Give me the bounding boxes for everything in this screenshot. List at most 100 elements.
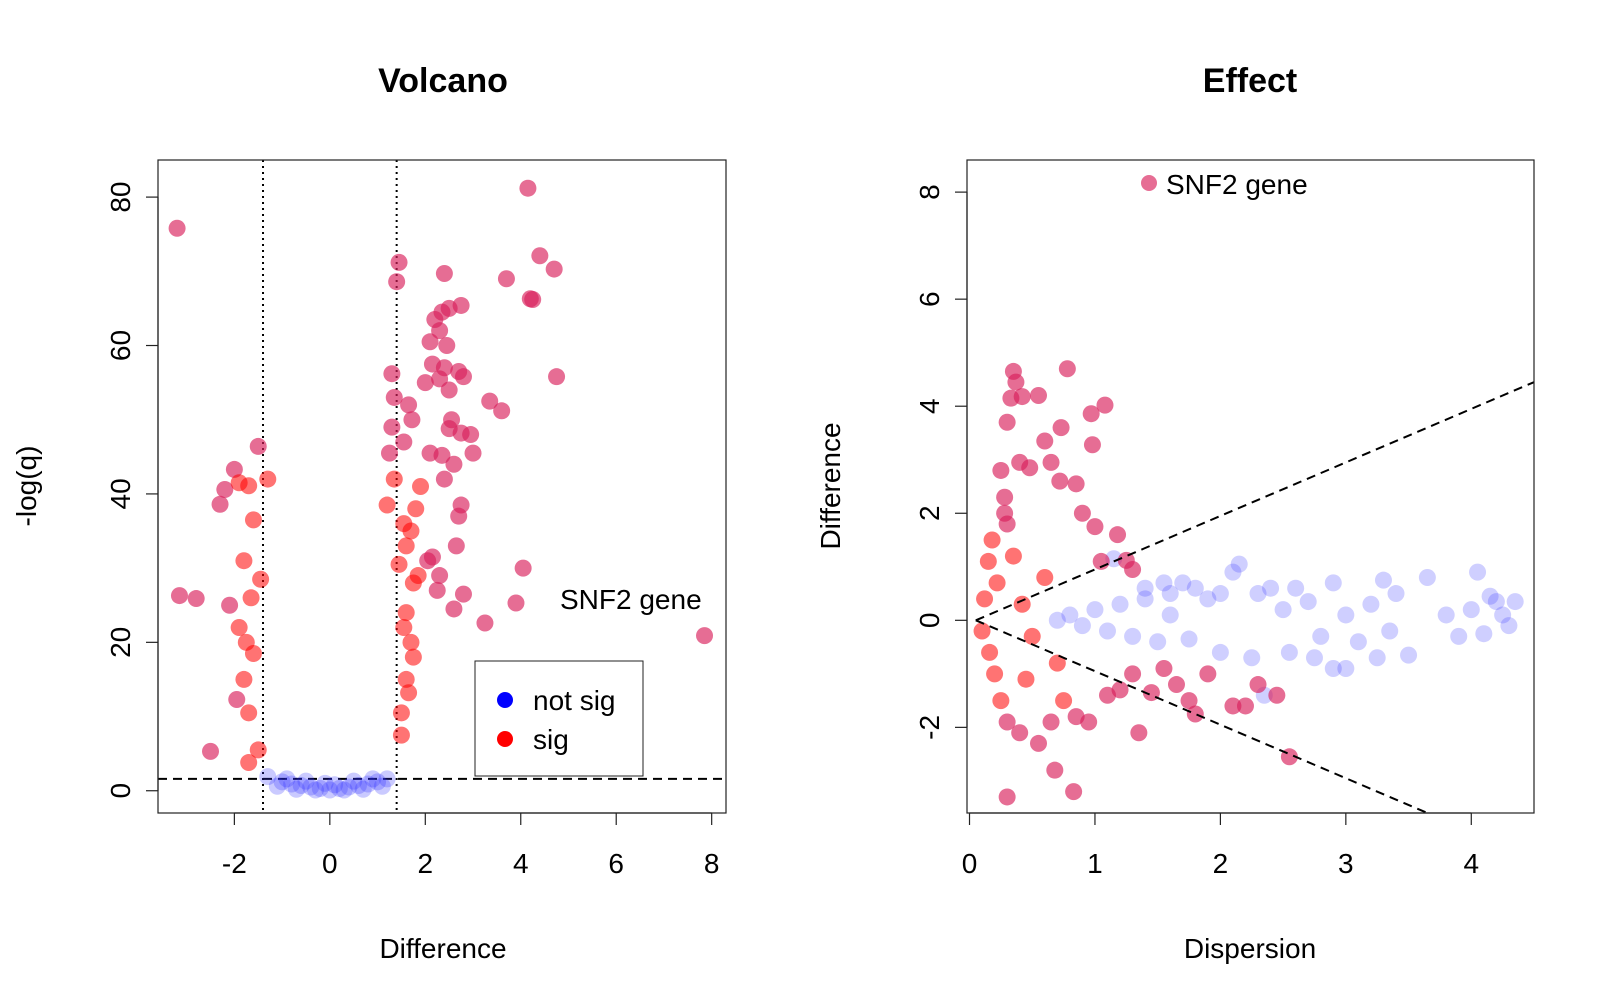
- data-point-sig: [1011, 724, 1029, 742]
- data-point-sig: [981, 643, 999, 661]
- data-point-sig: [249, 741, 267, 759]
- data-point-sig: [392, 704, 410, 722]
- data-point-sig: [514, 559, 532, 577]
- data-point-not-sig: [1481, 587, 1499, 605]
- data-point-sig: [1155, 659, 1173, 677]
- data-point-not-sig: [1287, 579, 1305, 597]
- snf2-gene-annotation: SNF2 gene: [1166, 169, 1308, 200]
- data-point-sig: [1083, 436, 1101, 454]
- data-point-sig: [390, 555, 408, 573]
- data-point-sig: [1048, 654, 1066, 672]
- data-point-not-sig: [1400, 646, 1418, 664]
- data-point-sig: [402, 633, 420, 651]
- y-tick-label: 4: [914, 398, 945, 414]
- data-point-not-sig: [302, 778, 320, 796]
- x-tick-label: 2: [418, 848, 434, 879]
- data-point-sig: [240, 704, 258, 722]
- x-tick-label: 3: [1338, 848, 1354, 879]
- data-point-sig: [1180, 692, 1198, 710]
- data-point-sig: [431, 370, 449, 388]
- data-point-not-sig: [1174, 574, 1192, 592]
- data-point-sig: [252, 570, 270, 588]
- data-point-not-sig: [292, 777, 310, 795]
- data-point-sig: [1055, 692, 1073, 710]
- chart-title: Effect: [1203, 62, 1297, 100]
- data-point-sig: [524, 291, 542, 309]
- x-tick-label: 8: [704, 848, 720, 879]
- data-point-sig: [1046, 761, 1064, 779]
- data-point-sig: [1051, 472, 1069, 490]
- data-point-not-sig: [1349, 633, 1367, 651]
- snf2-gene-annotation: SNF2 gene: [560, 584, 702, 615]
- y-axis: 0 20 40 60 80: [105, 182, 159, 799]
- x-axis: 0 1 2 3 4: [962, 812, 1479, 879]
- data-point-not-sig: [1186, 579, 1204, 597]
- y-axis: -2 0 2 4 6 8: [914, 184, 968, 740]
- data-point-sig: [1030, 734, 1048, 752]
- data-point-sig: [1067, 475, 1085, 493]
- data-point-sig: [1111, 681, 1129, 699]
- plot-area: [973, 360, 1534, 813]
- data-point-not-sig: [1136, 579, 1154, 597]
- legend-box: [474, 660, 644, 777]
- chart-title: Volcano: [378, 62, 508, 100]
- legend-marker-sig: [497, 731, 513, 747]
- data-point-not-sig: [1073, 617, 1091, 635]
- data-point-not-sig: [1155, 574, 1173, 592]
- data-point-not-sig: [1149, 633, 1167, 651]
- x-tick-label: 4: [1463, 848, 1479, 879]
- data-point-sig: [1109, 526, 1127, 544]
- data-point-not-sig: [1450, 627, 1468, 645]
- data-point-not-sig: [1305, 649, 1323, 667]
- legend-marker-not-sig: [497, 692, 513, 708]
- data-point-not-sig: [1462, 601, 1480, 619]
- data-point-not-sig: [1161, 606, 1179, 624]
- data-point-sig: [976, 590, 994, 608]
- data-point-not-sig: [1111, 595, 1129, 613]
- data-point-sig: [1124, 665, 1142, 683]
- data-point-sig: [445, 600, 463, 618]
- data-point-sig: [400, 396, 418, 414]
- data-point-sig: [979, 552, 997, 570]
- data-point-sig: [428, 581, 446, 599]
- data-point-sig: [988, 574, 1006, 592]
- data-point-sig: [998, 788, 1016, 806]
- data-point-sig: [395, 433, 413, 451]
- data-point-sig: [548, 368, 566, 386]
- data-point-sig: [230, 618, 248, 636]
- data-point-not-sig: [316, 774, 334, 792]
- data-point-sig: [531, 247, 549, 265]
- data-point-sig: [242, 589, 260, 607]
- legend: not sig sig: [474, 660, 644, 777]
- data-point-sig: [1004, 547, 1022, 565]
- data-point-sig: [450, 507, 468, 525]
- data-point-not-sig: [1324, 574, 1342, 592]
- data-point-not-sig: [1374, 571, 1392, 589]
- data-point-sig: [383, 418, 401, 436]
- data-point-sig: [1042, 713, 1060, 731]
- data-point-sig: [1082, 405, 1100, 423]
- data-point-not-sig: [1368, 649, 1386, 667]
- data-point-sig: [397, 670, 415, 688]
- data-point-sig: [1130, 724, 1148, 742]
- data-point-not-sig: [1199, 590, 1217, 608]
- data-point-sig: [404, 648, 422, 666]
- data-point-sig: [216, 480, 234, 498]
- data-point-not-sig: [287, 780, 305, 798]
- y-tick-label: 8: [914, 184, 945, 200]
- data-point-sig: [973, 622, 991, 640]
- data-point-sig: [992, 692, 1010, 710]
- x-tick-label: 6: [608, 848, 624, 879]
- data-point-sig: [1021, 459, 1039, 477]
- data-point-sig: [403, 411, 421, 429]
- data-point-sig: [1036, 568, 1054, 586]
- data-point-sig: [1023, 627, 1041, 645]
- data-point-sig: [519, 179, 537, 197]
- data-point-not-sig: [1211, 585, 1229, 603]
- effect-plot: Effect Dispersion Difference 0 1 2 3 4 -2 0 2 4…: [815, 62, 1535, 964]
- data-point-sig: [404, 574, 422, 592]
- data-point-sig: [1065, 783, 1083, 801]
- reference-line: [975, 381, 1534, 622]
- data-point-sig: [397, 604, 415, 622]
